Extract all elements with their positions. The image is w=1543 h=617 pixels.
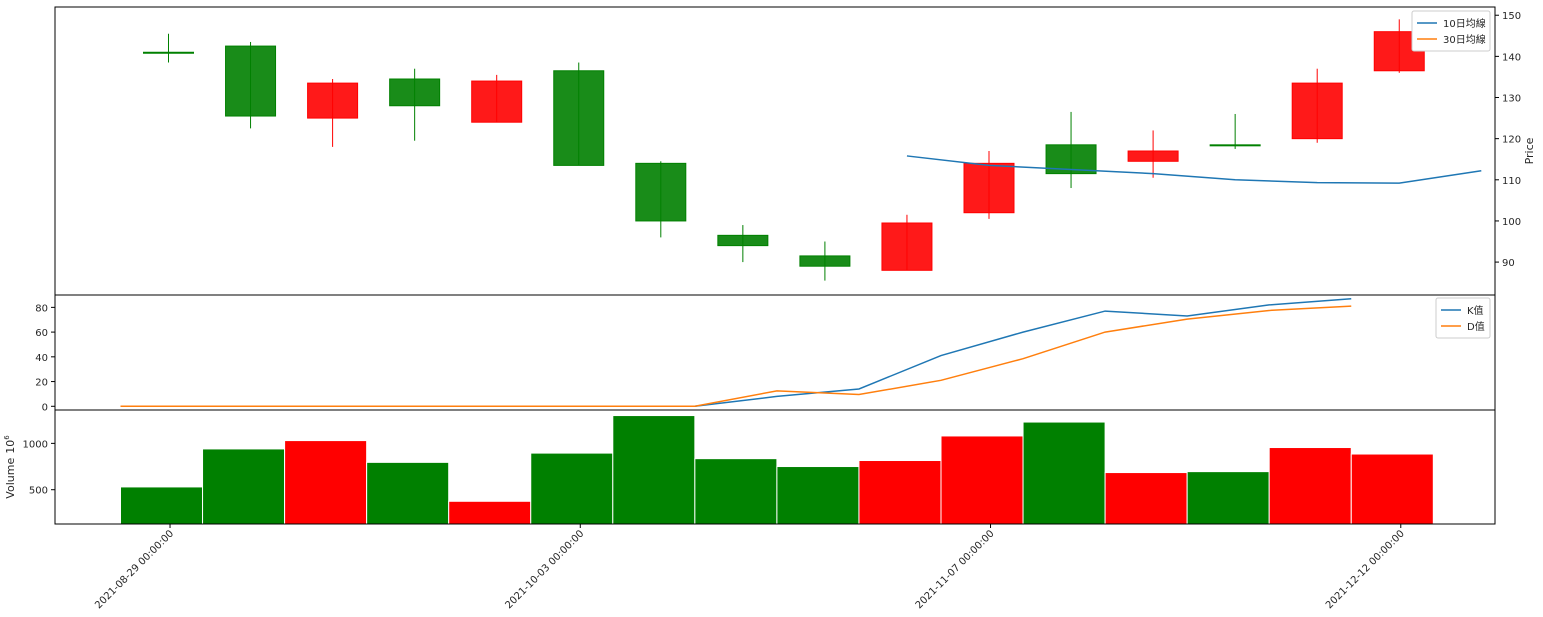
candle-body [225, 45, 277, 117]
legend-label: 10日均線 [1443, 17, 1486, 30]
price-y-tick-label: 90 [1502, 258, 1515, 269]
x-tick-label: 2021-08-29 00:00:00 [93, 528, 176, 611]
volume-bar [120, 486, 204, 525]
price-y-axis: 90 100 110 120 130 140 150 [1495, 11, 1521, 269]
kd-legend: K值 D值 [1435, 297, 1491, 339]
kd-y-tick-label: 60 [35, 328, 48, 339]
kd-axis-frame [54, 294, 1496, 411]
kd-plot-area [120, 297, 1352, 408]
volume-bar [202, 448, 286, 525]
kd-y-axis: 0 20 40 60 80 [35, 303, 55, 413]
volume-panel: 500 1000 Volume106 [3, 409, 1496, 525]
volume-bar [940, 435, 1024, 525]
kd-line [120, 297, 1352, 408]
candle-body [1127, 150, 1179, 162]
candle-body [799, 255, 851, 267]
legend-label: D值 [1467, 320, 1485, 333]
volume-bar [694, 458, 778, 525]
ma-line [906, 155, 1482, 184]
price-y-tick-label: 120 [1502, 135, 1521, 146]
kd-y-tick-label: 80 [35, 303, 48, 314]
candle-body [1209, 144, 1261, 147]
volume-bar [1268, 447, 1352, 525]
volume-y-tick-label: 1000 [23, 439, 48, 450]
kd-y-tick-label: 0 [42, 402, 48, 413]
date-x-axis: 2021-08-29 00:00:00 2021-10-03 00:00:00 20… [93, 524, 1407, 611]
volume-axis-frame [54, 409, 1496, 525]
volume-bar [776, 466, 860, 525]
volume-y-tick-label: 500 [29, 486, 48, 497]
candle-body [389, 78, 441, 107]
volume-bar [366, 461, 450, 525]
price-panel: 90 100 110 120 130 140 150 Price 10日均線 30日均線 [54, 6, 1536, 296]
candle-body [1291, 82, 1343, 140]
price-y-tick-label: 100 [1502, 217, 1521, 228]
candle-body [471, 80, 523, 123]
kd-panel: 0 20 40 60 80 K值 D值 [35, 294, 1496, 413]
candle-body [963, 162, 1015, 214]
legend-frame [1435, 297, 1491, 339]
volume-bar [1350, 453, 1434, 525]
candle-body [307, 82, 359, 119]
volume-bar [1104, 472, 1188, 525]
candle-body [635, 162, 687, 222]
legend-label: K值 [1467, 304, 1484, 317]
kd-y-tick-label: 40 [35, 353, 48, 364]
volume-axis-label: Volume106 [3, 435, 17, 499]
volume-bar [284, 440, 368, 525]
volume-plot-area [120, 415, 1434, 525]
legend-label: 30日均線 [1443, 33, 1486, 46]
x-tick-label: 2021-10-03 00:00:00 [504, 528, 587, 611]
volume-bar [1022, 421, 1106, 525]
price-plot-area [143, 19, 1482, 281]
price-axis-label: Price [1523, 137, 1536, 164]
candle-body [553, 70, 605, 166]
candle-body [717, 234, 769, 247]
kd-line [120, 305, 1352, 408]
x-tick-label: 2021-11-07 00:00:00 [914, 528, 997, 611]
volume-bar [612, 415, 696, 525]
volume-y-axis: 500 1000 [23, 439, 55, 497]
price-legend: 10日均線 30日均線 [1411, 10, 1491, 52]
volume-bar [448, 500, 532, 525]
price-y-tick-label: 110 [1502, 176, 1521, 187]
price-y-tick-label: 130 [1502, 94, 1521, 105]
legend-frame [1411, 10, 1491, 52]
volume-bar [858, 460, 942, 525]
price-y-tick-label: 150 [1502, 11, 1521, 22]
kd-y-tick-label: 20 [35, 378, 48, 389]
price-y-tick-label: 140 [1502, 52, 1521, 63]
x-tick-label: 2021-12-12 00:00:00 [1324, 528, 1407, 611]
volume-bar [530, 452, 614, 525]
candle-body [143, 51, 194, 54]
volume-bar [1186, 471, 1270, 525]
candle-body [881, 222, 933, 271]
